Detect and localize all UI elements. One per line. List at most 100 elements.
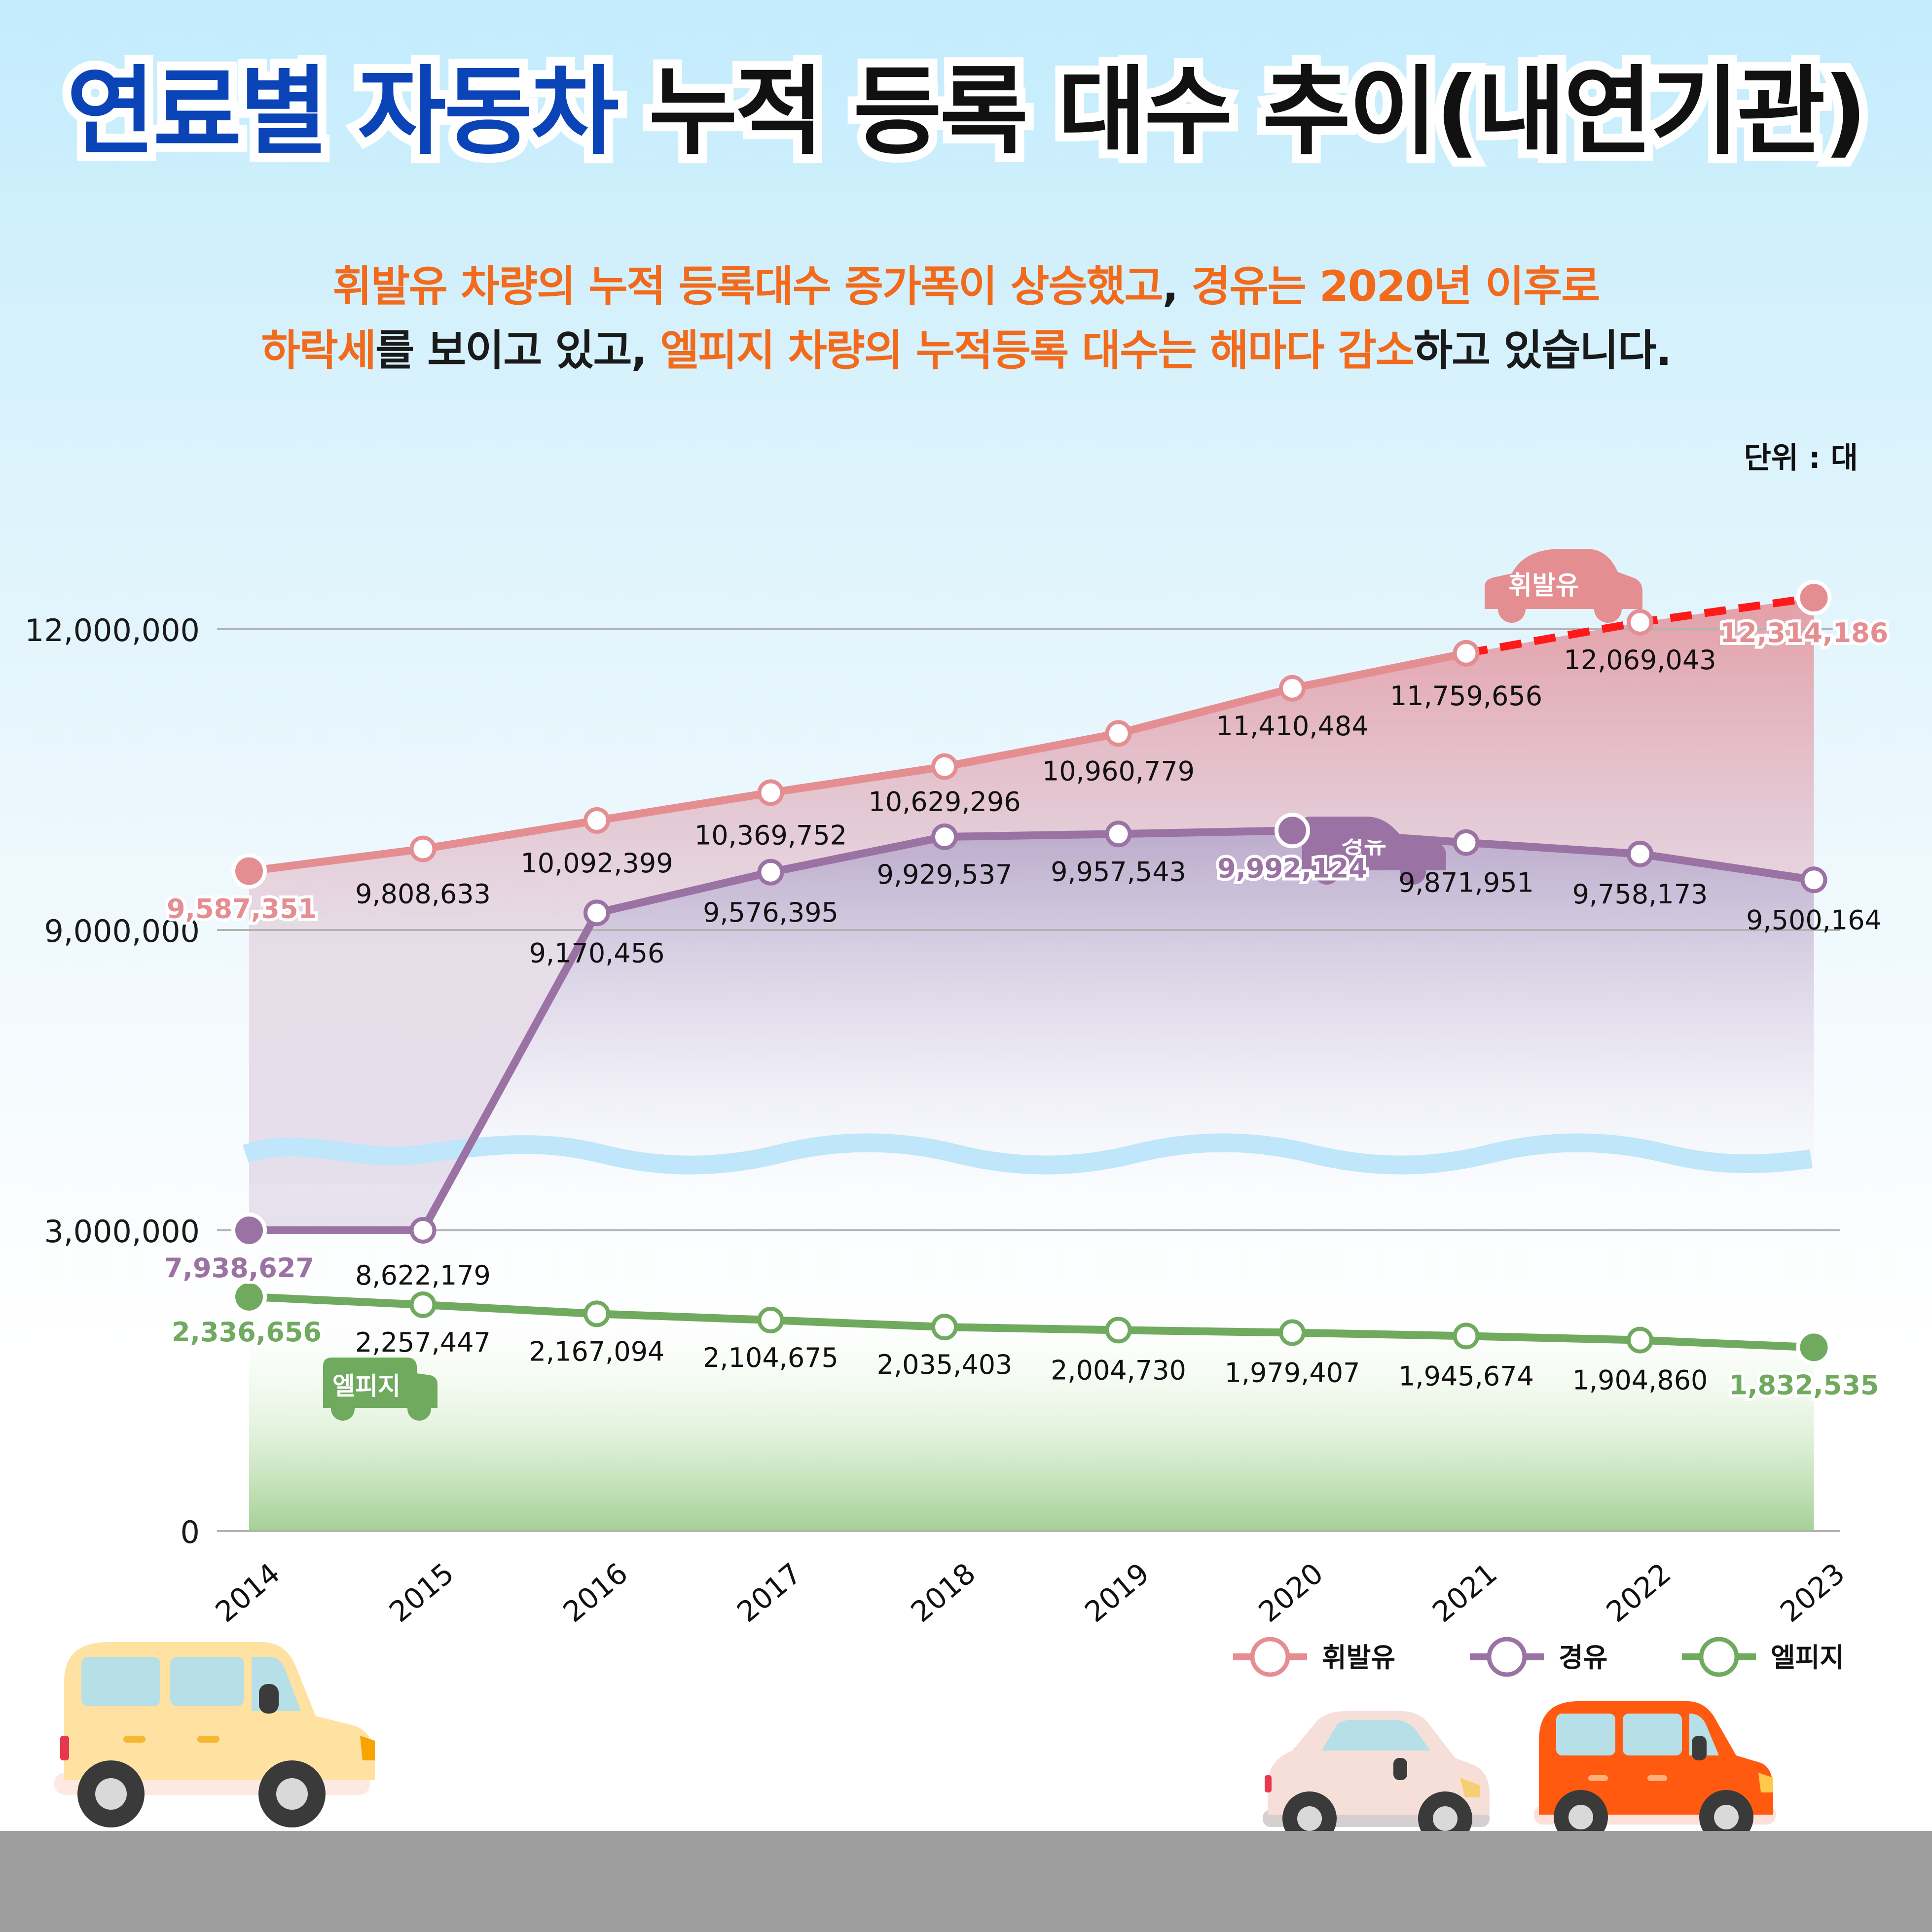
data-label: 10,369,752 xyxy=(694,820,847,851)
data-label: 10,629,296 xyxy=(868,787,1021,818)
y-tick-label: 0 xyxy=(181,1514,200,1550)
data-point-highlight xyxy=(231,1213,267,1248)
data-label: 2,104,675 xyxy=(703,1342,838,1373)
x-tick-label: 2017 xyxy=(730,1556,808,1629)
data-label: 11,410,484 xyxy=(1216,711,1368,742)
data-label: 2,004,730 xyxy=(1051,1355,1186,1386)
data-point-highlight xyxy=(231,1279,267,1315)
y-tick-label: 12,000,000 xyxy=(25,612,200,648)
x-tick-label: 2015 xyxy=(383,1556,460,1629)
data-point xyxy=(583,1300,610,1327)
car-tag-wheel xyxy=(407,1397,431,1421)
car-tag-body xyxy=(323,1358,437,1408)
data-label: 9,587,351 xyxy=(167,894,317,925)
series-line-1 xyxy=(245,826,1818,1234)
data-point xyxy=(1453,1323,1480,1350)
page-title: 연료별 자동차 누적 등록 대수 추이(내연기관) xyxy=(0,50,1932,174)
data-label: 2,035,403 xyxy=(877,1349,1013,1380)
data-point-highlight xyxy=(1275,813,1310,849)
data-label: 9,576,395 xyxy=(703,897,838,928)
data-point xyxy=(757,859,784,886)
data-point xyxy=(1279,675,1306,702)
data-label: 9,500,164 xyxy=(1746,904,1882,935)
area-lpg xyxy=(249,1296,1814,1531)
legend-label: 경유 xyxy=(1559,1642,1607,1673)
data-label: 10,092,399 xyxy=(520,848,673,879)
legend-item-diesel: 경유 xyxy=(1470,1637,1607,1677)
subtitle-highlight-diesel: 경유는 2020년 이후로 xyxy=(1191,262,1600,311)
subtitle-highlight-gasoline: 휘발유 차량의 누적 등록대수 증가폭이 상승했고 xyxy=(332,262,1164,311)
subtitle-highlight-lpg: 엘피지 차량의 누적등록 대수는 해마다 감소 xyxy=(660,326,1415,375)
data-point xyxy=(409,1217,437,1244)
gasoline-car-tag: 휘발유 xyxy=(1485,549,1642,623)
y-tick-label: 3,000,000 xyxy=(44,1214,200,1250)
subtitle-highlight-decline: 하락세 xyxy=(261,326,376,375)
data-point xyxy=(1453,829,1480,856)
data-label: 9,957,543 xyxy=(1051,856,1186,887)
data-point xyxy=(1105,821,1132,848)
data-point xyxy=(409,1291,437,1318)
series-line-0 xyxy=(245,649,1470,875)
data-label: 1,979,407 xyxy=(1225,1358,1360,1389)
data-point-highlight xyxy=(1796,580,1832,616)
data-point xyxy=(409,835,437,862)
x-tick-label: 2018 xyxy=(905,1556,982,1629)
x-tick-label: 2019 xyxy=(1078,1556,1156,1629)
legend: 휘발유 경유 엘피지 xyxy=(1233,1637,1844,1677)
data-label: 9,992,124 xyxy=(1217,853,1367,884)
data-point xyxy=(583,899,610,927)
legend-label: 휘발유 xyxy=(1322,1642,1395,1673)
data-point xyxy=(1627,608,1653,636)
car-tag-body xyxy=(1485,549,1642,609)
x-axis-labels: 2014 2015 2016 2017 2018 2019 2020 2021 2022 2023 xyxy=(209,1556,1851,1629)
legend-item-lpg: 엘피지 xyxy=(1682,1637,1844,1677)
yellow-van-illustration xyxy=(54,1642,375,1827)
axis-break-wave xyxy=(243,1133,1813,1175)
unit-label: 단위 : 대 xyxy=(1744,441,1858,475)
grid-lines xyxy=(217,628,1840,1532)
data-label: 2,336,656 xyxy=(172,1317,322,1348)
data-point xyxy=(931,753,958,780)
series-line-2 xyxy=(245,1292,1818,1352)
data-point xyxy=(1627,1326,1653,1354)
data-label: 9,758,173 xyxy=(1572,879,1708,910)
data-label: 10,960,779 xyxy=(1042,755,1195,787)
car-tag-wheel xyxy=(1400,859,1426,885)
road-strip xyxy=(0,1831,1932,1932)
subtitle-text: 를 보이고 있고, xyxy=(375,326,660,375)
data-point xyxy=(583,807,610,834)
legend-label: 엘피지 xyxy=(1771,1642,1844,1673)
title-highlight: 연료별 자동차 xyxy=(58,50,628,174)
data-label: 9,929,537 xyxy=(877,859,1013,890)
legend-item-gasoline: 휘발유 xyxy=(1233,1637,1395,1677)
data-point-highlight xyxy=(1796,1329,1832,1365)
subtitle-line-2: 하락세를 보이고 있고, 엘피지 차량의 누적등록 대수는 해마다 감소하고 있… xyxy=(0,325,1932,376)
car-tag-label: 엘피지 xyxy=(332,1372,401,1400)
data-label: 1,832,535 xyxy=(1729,1369,1879,1400)
series-markers xyxy=(231,580,1832,1365)
pink-car-illustration xyxy=(1263,1711,1490,1846)
subtitle-text: , xyxy=(1162,262,1192,311)
data-point xyxy=(757,1307,784,1334)
data-point xyxy=(757,779,784,806)
orange-van-illustration xyxy=(1534,1701,1776,1844)
x-tick-label: 2014 xyxy=(209,1556,287,1629)
y-tick-label: 9,000,000 xyxy=(44,913,200,949)
car-tag-wheel xyxy=(1498,595,1526,623)
car-tag-label: 휘발유 xyxy=(1508,571,1579,601)
title-rest: 누적 등록 대수 추이(내연기관) xyxy=(617,50,1876,174)
lpg-car-tag: 엘피지 xyxy=(323,1358,437,1421)
y-axis-ticks: 12,000,000 9,000,000 3,000,000 0 xyxy=(25,612,200,1550)
data-point xyxy=(931,1314,958,1341)
car-tag-wheel xyxy=(1314,859,1340,885)
subtitle-text: 하고 있습니다. xyxy=(1414,326,1672,375)
data-labels: 9,587,351 9,808,633 10,092,399 10,369,752 10… xyxy=(161,614,1891,1403)
data-label: 12,314,186 xyxy=(1720,617,1889,648)
data-label: 1,945,674 xyxy=(1398,1360,1534,1392)
data-point xyxy=(931,823,958,850)
data-label: 9,871,951 xyxy=(1398,867,1534,898)
car-tag-wheel xyxy=(331,1397,355,1421)
subtitle-line-1: 휘발유 차량의 누적 등록대수 증가폭이 상승했고, 경유는 2020년 이후로 xyxy=(0,261,1932,312)
